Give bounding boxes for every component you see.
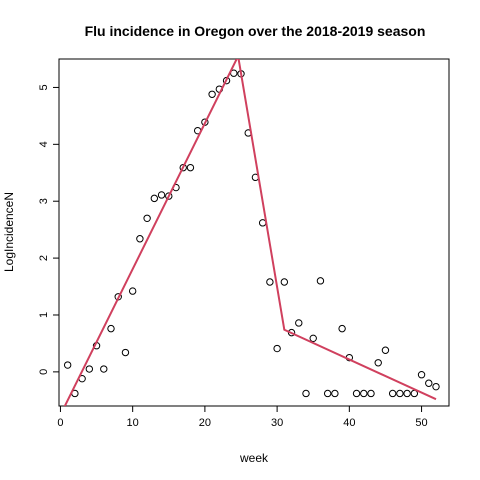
x-tick-label: 50	[415, 417, 427, 429]
data-point	[136, 235, 144, 243]
x-tick-label: 30	[271, 417, 283, 429]
data-point	[179, 163, 187, 172]
data-point	[186, 163, 195, 172]
x-tick-label: 10	[127, 417, 139, 429]
y-tick-label: 3	[38, 198, 50, 204]
data-point	[331, 389, 339, 398]
data-point	[432, 382, 440, 391]
data-point	[280, 278, 289, 286]
data-point	[374, 359, 382, 367]
data-point	[208, 90, 216, 98]
data-point	[352, 389, 361, 398]
data-point	[107, 324, 115, 333]
x-axis-label: week	[239, 451, 269, 465]
data-point	[121, 348, 130, 357]
y-tick-label: 4	[38, 141, 50, 147]
data-point	[323, 389, 332, 398]
data-point	[302, 389, 310, 398]
data-point	[157, 191, 166, 199]
data-point	[425, 379, 433, 387]
chart-title: Flu incidence in Oregon over the 2018-20…	[85, 23, 426, 39]
data-point	[309, 334, 317, 343]
y-tick-label: 0	[38, 369, 50, 375]
data-point	[381, 346, 390, 354]
fit-line	[63, 59, 437, 406]
data-point	[143, 214, 151, 222]
data-point	[295, 319, 303, 327]
data-point	[165, 192, 173, 200]
data-point	[417, 371, 426, 379]
data-point	[396, 389, 404, 398]
data-point	[128, 287, 137, 295]
data-point	[100, 365, 108, 373]
x-tick-label: 40	[343, 417, 355, 429]
data-point	[273, 344, 281, 353]
data-point	[403, 389, 411, 398]
plot-frame	[58, 58, 450, 407]
data-points	[63, 69, 440, 398]
data-point	[388, 389, 397, 398]
data-point	[150, 194, 159, 203]
y-tick-label: 1	[38, 312, 50, 318]
data-point	[367, 389, 375, 398]
y-axis: 0 1 2 3 4 5	[38, 84, 59, 375]
data-point	[338, 324, 346, 333]
x-tick-label: 0	[57, 417, 63, 429]
y-axis-label: LogIncidenceN	[2, 192, 16, 272]
data-point	[316, 277, 325, 285]
data-point	[360, 389, 368, 398]
x-tick-label: 20	[199, 417, 211, 429]
data-point	[266, 278, 274, 286]
data-point	[85, 365, 94, 373]
y-tick-label: 2	[38, 255, 50, 261]
x-axis: 0 10 20 30 40 50	[57, 406, 428, 429]
data-point	[63, 361, 72, 369]
y-tick-label: 5	[38, 84, 50, 90]
